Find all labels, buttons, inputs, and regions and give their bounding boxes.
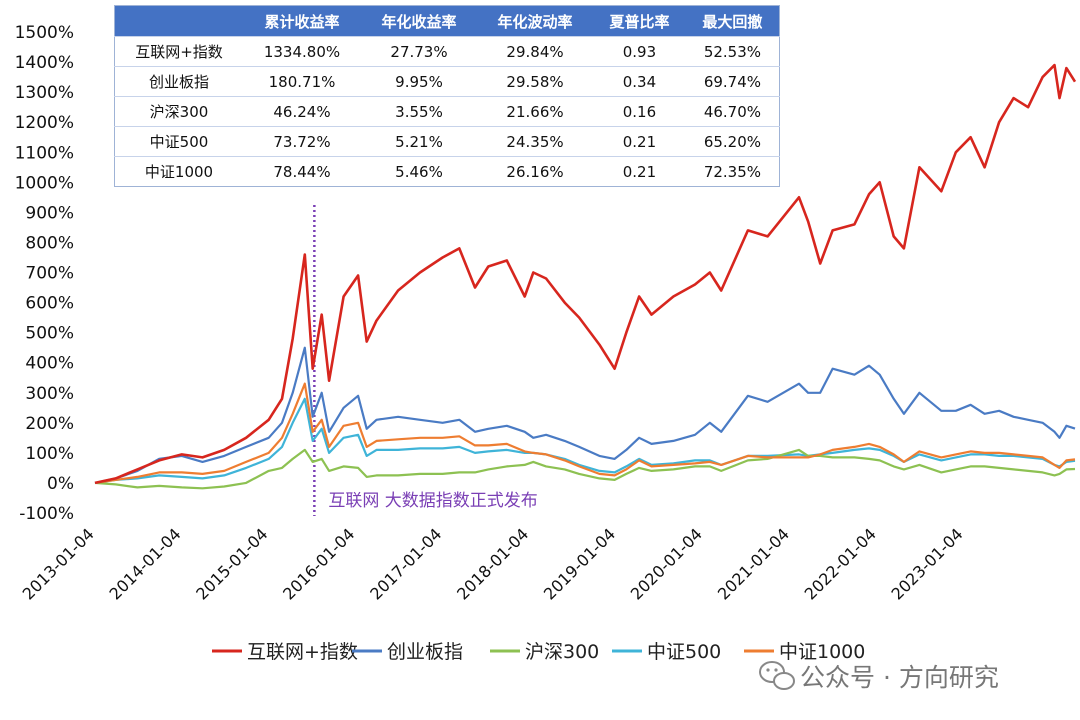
y-tick-label: 1500% (15, 23, 74, 43)
x-tick-label: 2017-01-04 (366, 524, 445, 603)
stats-cell: 73.72% (243, 126, 361, 157)
y-axis: -100% 0% 100% 200% 300% 400% 500% 600% 700% 800% 9… (15, 23, 74, 524)
stats-cell: 72.35% (685, 156, 780, 187)
y-tick-label: 600% (25, 294, 74, 314)
y-tick-label: 1400% (15, 53, 74, 73)
series-lines (94, 63, 1077, 490)
x-tick-label: 2014-01-04 (105, 524, 184, 603)
stats-cell: 46.70% (685, 96, 780, 127)
x-tick-label: 2015-01-04 (192, 524, 271, 603)
legend-label: 互联网+指数 (247, 641, 358, 663)
x-tick-label: 2016-01-04 (279, 524, 358, 603)
stats-cell: 27.73% (361, 36, 478, 67)
stats-cell: 52.53% (685, 36, 780, 67)
stats-header-cell: 年化波动率 (477, 5, 594, 37)
stats-cell: 21.66% (477, 96, 594, 127)
legend-label: 创业板指 (387, 641, 463, 663)
x-tick-label: 2020-01-04 (627, 524, 706, 603)
stats-cell: 78.44% (243, 156, 361, 187)
stats-cell: 9.95% (361, 66, 478, 97)
annotation-text: 互联网 大数据指数正式发布 (328, 491, 537, 511)
stats-header-cell (114, 5, 243, 37)
legend-item: 沪深300 (490, 641, 599, 663)
watermark: 公众号 · 方向研究 (759, 661, 999, 692)
y-tick-label: 700% (25, 264, 74, 284)
stats-table-row: 沪深300 46.24% 3.55% 21.66% 0.16 46.70% (114, 96, 780, 127)
stats-cell: 0.34 (593, 66, 686, 97)
stats-cell: 3.55% (361, 96, 478, 127)
x-tick-label: 2013-01-04 (19, 524, 98, 603)
y-tick-label: 0% (47, 474, 74, 494)
y-tick-label: 1100% (15, 143, 74, 163)
stats-cell: 5.21% (361, 126, 478, 157)
stats-table-row: 中证500 73.72% 5.21% 24.35% 0.21 65.20% (114, 126, 780, 157)
stats-cell: 中证500 (114, 126, 243, 157)
stats-cell: 46.24% (243, 96, 361, 127)
x-tick-label: 2021-01-04 (714, 524, 793, 603)
stats-table-row: 中证1000 78.44% 5.46% 26.16% 0.21 72.35% (114, 156, 780, 187)
stats-table-header-row: 累计收益率 年化收益率 年化波动率 夏普比率 最大回撤 (114, 5, 780, 37)
x-tick-label: 2023-01-04 (888, 524, 967, 603)
stats-cell: 0.16 (593, 96, 686, 127)
stats-cell: 180.71% (243, 66, 361, 97)
legend-item: 中证1000 (744, 641, 865, 663)
stats-table-row: 互联网+指数 1334.80% 27.73% 29.84% 0.93 52.53… (114, 36, 780, 67)
series-line (94, 448, 1076, 490)
legend-label: 中证500 (647, 641, 721, 663)
y-tick-label: 400% (25, 354, 74, 374)
watermark-text: 公众号 · 方向研究 (800, 663, 999, 692)
stats-cell: 0.21 (593, 126, 686, 157)
series-line (94, 397, 1076, 484)
stats-cell: 互联网+指数 (114, 36, 243, 67)
x-tick-label: 2022-01-04 (801, 524, 880, 603)
stats-cell: 29.84% (477, 36, 594, 67)
y-tick-label: -100% (19, 504, 74, 524)
x-tick-label: 2018-01-04 (453, 524, 532, 603)
y-tick-label: 100% (25, 444, 74, 464)
stats-header-cell: 最大回撤 (685, 5, 780, 37)
wechat-icon (759, 661, 795, 690)
legend-item: 创业板指 (352, 641, 463, 663)
stats-cell: 0.93 (593, 36, 686, 67)
series-line (94, 346, 1076, 484)
y-tick-label: 500% (25, 324, 74, 344)
stats-header-cell: 夏普比率 (593, 5, 686, 37)
legend: 互联网+指数 创业板指 沪深300 中证500 中证1000 (212, 641, 865, 663)
stats-header-cell: 累计收益率 (243, 5, 361, 37)
y-tick-label: 200% (25, 414, 74, 434)
stats-cell: 0.21 (593, 156, 686, 187)
x-tick-label: 2019-01-04 (540, 524, 619, 603)
y-tick-label: 300% (25, 384, 74, 404)
legend-label: 沪深300 (525, 641, 599, 663)
stats-cell: 26.16% (477, 156, 594, 187)
series-line (94, 382, 1076, 484)
stats-cell: 65.20% (685, 126, 780, 157)
legend-item: 中证500 (612, 641, 721, 663)
stats-table-row: 创业板指 180.71% 9.95% 29.58% 0.34 69.74% (114, 66, 780, 97)
legend-label: 中证1000 (779, 641, 865, 663)
series-line (94, 63, 1077, 485)
y-tick-label: 800% (25, 233, 74, 253)
stats-header-cell: 年化收益率 (361, 5, 478, 37)
x-axis: 2013-01-04 2014-01-04 2015-01-04 2016-01-04… (19, 524, 967, 603)
stats-cell: 29.58% (477, 66, 594, 97)
y-tick-label: 1200% (15, 113, 74, 133)
stats-table: 累计收益率 年化收益率 年化波动率 夏普比率 最大回撤 互联网+指数 1334.… (114, 5, 780, 187)
y-tick-label: 900% (25, 203, 74, 223)
stats-cell: 24.35% (477, 126, 594, 157)
stats-cell: 创业板指 (114, 66, 243, 97)
stats-cell: 中证1000 (114, 156, 243, 187)
legend-item: 互联网+指数 (212, 641, 358, 663)
stats-cell: 沪深300 (114, 96, 243, 127)
annotation-layer: 互联网 大数据指数正式发布 (313, 205, 538, 516)
y-tick-label: 1000% (15, 173, 74, 193)
stats-cell: 1334.80% (243, 36, 361, 67)
stats-cell: 69.74% (685, 66, 780, 97)
stats-cell: 5.46% (361, 156, 478, 187)
y-tick-label: 1300% (15, 83, 74, 103)
